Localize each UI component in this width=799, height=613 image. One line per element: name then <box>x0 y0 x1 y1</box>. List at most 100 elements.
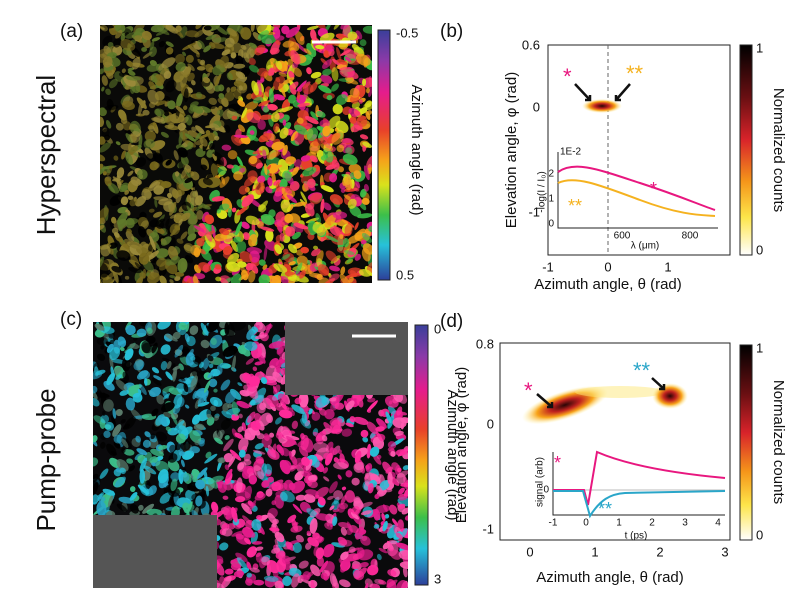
tissue-fiber <box>100 163 104 170</box>
tissue-fiber <box>102 488 116 496</box>
tissue-fiber <box>174 225 181 231</box>
tissue-fiber <box>388 540 398 545</box>
marker: ** <box>633 358 651 383</box>
tissue-fiber <box>203 380 211 393</box>
tissue-fiber <box>183 88 189 103</box>
tissue-fiber <box>154 226 165 235</box>
tissue-fiber <box>336 144 345 153</box>
tissue-fiber <box>237 71 244 80</box>
tissue-fiber <box>100 154 106 162</box>
tissue-fiber <box>366 154 372 169</box>
tissue-fiber <box>362 141 372 148</box>
tissue-fiber <box>268 209 276 218</box>
tissue-fiber <box>286 194 298 204</box>
curve <box>553 490 726 519</box>
tissue-fiber <box>189 446 200 454</box>
tissue-fiber <box>298 391 309 408</box>
tissue-fiber <box>221 49 231 56</box>
tissue-fiber <box>273 384 281 395</box>
tissue-fiber <box>329 265 341 272</box>
tissue-fiber <box>205 34 217 40</box>
tissue-fiber <box>229 449 242 461</box>
tissue-fiber <box>231 42 242 54</box>
x-tick-label: 2 <box>656 544 663 559</box>
tissue-fiber <box>395 542 408 551</box>
tissue-fiber <box>340 495 347 505</box>
tissue-fiber <box>233 134 248 138</box>
tissue-fiber <box>254 493 266 501</box>
tissue-fiber <box>117 336 127 348</box>
tissue-fiber <box>187 141 194 150</box>
tissue-fiber <box>205 63 214 73</box>
tissue-fiber <box>385 411 392 424</box>
tissue-fiber <box>130 130 141 143</box>
tissue-fiber <box>114 476 126 488</box>
tissue-fiber <box>296 255 309 267</box>
tissue-fiber <box>339 234 344 239</box>
tissue-fiber <box>251 519 262 531</box>
tissue-fiber <box>124 189 130 195</box>
tissue-fiber <box>312 221 324 234</box>
tissue-fiber <box>305 53 314 61</box>
tissue-fiber <box>156 394 165 405</box>
tissue-fiber <box>242 232 251 241</box>
tissue-fiber <box>289 539 301 545</box>
tissue-fiber <box>180 377 186 382</box>
tissue-fiber <box>136 328 147 337</box>
tissue-fiber <box>319 32 335 43</box>
tissue-fiber <box>336 503 346 513</box>
tissue-fiber <box>299 270 306 279</box>
tissue-fiber <box>340 527 347 536</box>
tissue-fiber <box>321 184 334 193</box>
tissue-fiber <box>165 218 170 227</box>
curve <box>557 165 716 211</box>
tissue-fiber <box>362 78 367 87</box>
tissue-fiber <box>296 117 304 124</box>
tissue-fiber <box>252 150 263 155</box>
tissue-fiber <box>237 124 246 133</box>
tissue-fiber <box>118 184 128 193</box>
tissue-fiber <box>343 250 355 255</box>
tissue-fiber <box>148 468 154 473</box>
tissue-fiber <box>239 390 250 397</box>
tissue-fiber <box>149 46 157 57</box>
tissue-fiber <box>282 40 295 48</box>
tissue-fiber <box>340 25 350 30</box>
tissue-fiber <box>142 109 150 116</box>
tissue-fiber <box>316 430 327 442</box>
tissue-fiber <box>213 115 220 123</box>
tissue-fiber <box>103 399 114 412</box>
tissue-fiber <box>107 494 114 507</box>
tissue-fiber <box>132 392 143 403</box>
tissue-fiber <box>111 265 122 273</box>
tissue-fiber <box>308 475 318 482</box>
tissue-fiber <box>155 248 169 259</box>
tissue-fiber <box>331 83 339 92</box>
tissue-fiber <box>372 453 382 465</box>
tissue-fiber <box>100 345 105 350</box>
tissue-fiber <box>233 80 245 88</box>
tissue-fiber <box>248 42 258 49</box>
tissue-fiber <box>252 366 258 372</box>
tissue-fiber <box>273 263 288 273</box>
tissue-fiber <box>353 170 362 180</box>
tissue-fiber <box>125 397 136 411</box>
tissue-fiber <box>151 462 156 467</box>
tissue-fiber <box>311 412 321 421</box>
tissue-fiber <box>274 580 284 588</box>
tissue-fiber <box>264 323 272 337</box>
tissue-fiber <box>253 465 265 480</box>
tissue-fiber <box>236 557 248 570</box>
tissue-fiber <box>209 142 215 151</box>
y-tick-label: 0.8 <box>476 336 494 351</box>
tissue-fiber <box>274 538 279 547</box>
tissue-fiber <box>269 527 280 532</box>
tissue-fiber <box>316 110 326 118</box>
tissue-fiber <box>184 404 190 409</box>
tissue-fiber <box>240 27 252 40</box>
tissue-fiber <box>96 337 108 345</box>
tissue-fiber <box>222 495 229 500</box>
tissue-fiber <box>361 247 371 262</box>
tissue-fiber <box>208 378 218 388</box>
tissue-fiber <box>170 478 178 492</box>
